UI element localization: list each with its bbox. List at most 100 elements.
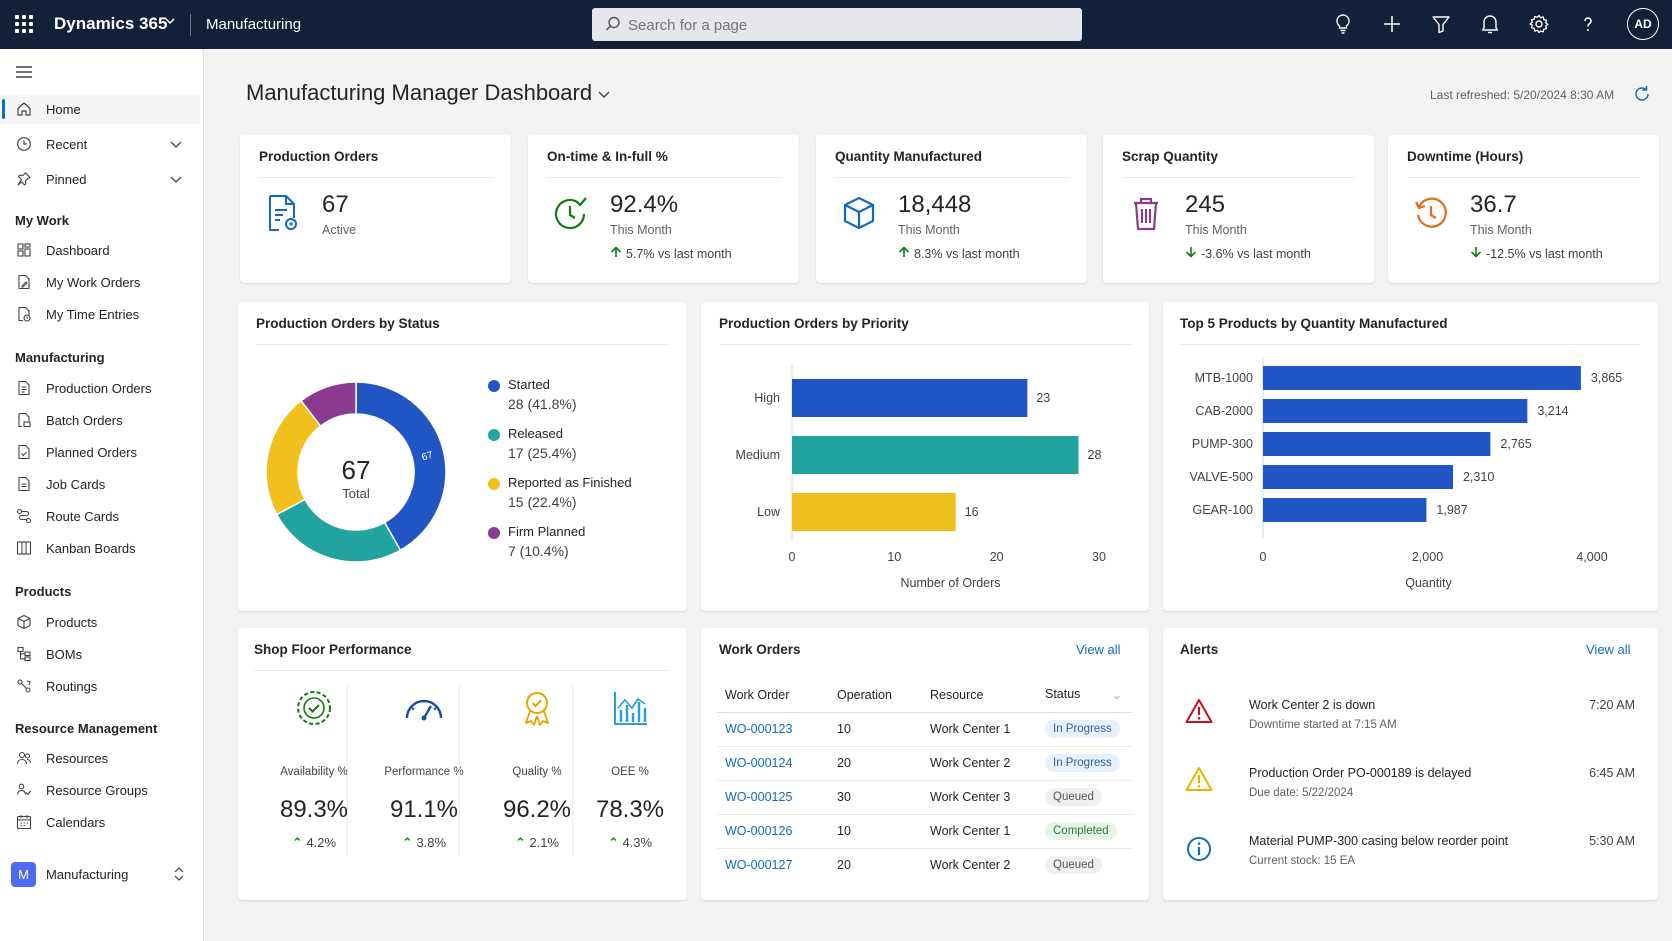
kpi-title: On-time & In-full % [547,149,668,164]
operation-cell: 20 [837,858,851,873]
chevron-up-down-icon[interactable] [172,865,186,886]
work-order-link[interactable]: WO-000123 [725,722,793,736]
sidebar-item-production-orders[interactable]: Production Orders [0,373,200,403]
sidebar-item-resources[interactable]: Resources [0,743,200,773]
bar-cab-2000 [1263,399,1528,423]
operation-cell: 10 [829,712,922,747]
table-row[interactable]: WO-000125 30 Work Center 3 Queued [717,780,1132,815]
table-row[interactable]: WO-000126 10 Work Center 1 Completed [717,814,1132,849]
sidebar-item-boms[interactable]: BOMs [0,639,200,669]
sidebar-item-dashboard[interactable]: Dashboard [0,235,200,265]
refresh-icon[interactable] [1632,84,1652,109]
category-label: High [754,391,780,405]
sidebar-item-my-work-orders[interactable]: My Work Orders [0,267,200,297]
view-all-link[interactable]: View all [1586,642,1631,657]
column-header[interactable]: Operation [829,678,922,713]
operation-cell: 10 [829,814,922,849]
arrow-down-icon [1185,246,1197,261]
status-chart-card: Production Orders by Status 67 Total 67 St… [238,302,687,611]
kpi-card-on-time-in-full[interactable]: On-time & In-full % 92.4% This Month 5.7… [528,135,799,283]
sidebar-item-label: Home [46,101,81,117]
sidebar-item-label: Resources [46,750,109,766]
table-row[interactable]: WO-000124 20 Work Center 2 In Progress [717,746,1132,781]
category-label: MTB-1000 [1195,371,1253,385]
donut-slice-firm-planned [300,381,357,428]
add-icon[interactable] [1380,12,1404,36]
app-launcher-icon[interactable] [15,15,33,33]
sidebar-item-products[interactable]: Products [0,607,200,637]
metric-label: Quality % [512,766,562,778]
table-row[interactable]: WO-000127 20 Work Center 2 Queued [717,848,1132,882]
bell-icon[interactable] [1478,12,1502,36]
alert-item[interactable]: Work Center 2 is down Downtime started a… [1163,694,1663,754]
chart-title: Production Orders by Priority [719,316,909,331]
alert-time: 7:20 AM [1589,698,1635,712]
chart-icon [575,688,685,733]
hamburger-icon[interactable] [16,65,32,84]
sidebar-item-resource-groups[interactable]: Resource Groups [0,775,200,805]
column-header[interactable]: Resource [922,678,1037,713]
kpi-card-quantity-manufactured[interactable]: Quantity Manufactured 18,448 This Month … [816,135,1087,283]
work-order-link[interactable]: WO-000126 [725,824,793,838]
sidebar-item-pinned[interactable]: Pinned [0,164,200,194]
home-icon [15,100,33,118]
chevron-down-icon[interactable]: ⌄ [1111,688,1122,703]
area-switcher[interactable]: M Manufacturing [0,855,202,893]
alert-item[interactable]: Material PUMP-300 casing below reorder p… [1163,830,1663,890]
arrow-up-icon: ⌃ [607,835,619,850]
sidebar-item-job-cards[interactable]: Job Cards [0,469,200,499]
chevron-down-icon[interactable] [164,14,176,30]
kpi-card-downtime[interactable]: Downtime (Hours) 36.7 This Month -12.5% … [1388,135,1659,283]
sidebar: Home Recent Pinned My Work Dashboard My … [0,49,204,941]
legend-label: Firm Planned [508,524,586,539]
work-order-link[interactable]: WO-000127 [725,858,793,873]
alert-subtitle: Downtime started at 7:15 AM [1249,719,1397,731]
section-resource-management: Resource Management [15,721,158,736]
help-icon[interactable] [1576,12,1600,36]
lightbulb-icon[interactable] [1331,12,1355,36]
bar-high [792,379,1028,417]
people-icon [15,749,33,767]
kpi-card-scrap-quantity[interactable]: Scrap Quantity 245 This Month -3.6% vs l… [1103,135,1374,283]
legend-label: Released [508,426,563,441]
category-label: VALVE-500 [1190,470,1254,484]
cube-icon [841,193,877,233]
view-all-link[interactable]: View all [1076,642,1121,657]
sidebar-item-my-time-entries[interactable]: My Time Entries [0,299,200,329]
status-badge: Queued [1045,788,1102,806]
avatar[interactable]: AD [1627,8,1659,40]
sidebar-item-route-cards[interactable]: Route Cards [0,501,200,531]
search-input[interactable] [628,14,1068,36]
sidebar-item-batch-orders[interactable]: Batch Orders [0,405,200,435]
chevron-down-icon[interactable] [168,171,184,190]
search-box[interactable] [592,8,1082,41]
chevron-down-icon[interactable] [596,86,612,107]
work-order-link[interactable]: WO-000124 [725,756,793,770]
filter-icon[interactable] [1429,12,1453,36]
last-refreshed: Last refreshed: 5/20/2024 8:30 AM [1430,88,1615,102]
clock-icon [15,135,33,153]
sidebar-item-home[interactable]: Home [0,94,200,124]
kpi-value: 92.4% [610,191,679,218]
app-name[interactable]: Dynamics 365 [54,14,168,33]
sidebar-item-kanban-boards[interactable]: Kanban Boards [0,533,200,563]
legend-value: 28 (41.8%) [508,396,577,412]
chart-title: Top 5 Products by Quantity Manufactured [1180,316,1448,331]
work-order-link[interactable]: WO-000125 [725,790,793,804]
column-header[interactable]: Work Order [717,678,829,713]
search-icon [604,15,622,38]
alert-item[interactable]: Production Order PO-000189 is delayed Du… [1163,762,1663,822]
area-name: Manufacturing [206,16,302,33]
sidebar-item-planned-orders[interactable]: Planned Orders [0,437,200,467]
x-tick-label: 0 [1260,550,1267,564]
gear-icon[interactable] [1527,12,1551,36]
sidebar-item-routings[interactable]: Routings [0,671,200,701]
column-header[interactable]: Status ⌄ [1037,678,1132,713]
kpi-card-production-orders[interactable]: Production Orders 67 Active [240,135,511,283]
chevron-down-icon[interactable] [168,136,184,155]
sidebar-item-recent[interactable]: Recent [0,129,200,159]
kpi-subtitle: Active [322,223,357,237]
sidebar-item-calendars[interactable]: Calendars [0,807,200,837]
resource-cell: Work Center 1 [922,814,1037,849]
table-row[interactable]: WO-000123 10 Work Center 1 In Progress [717,712,1132,747]
